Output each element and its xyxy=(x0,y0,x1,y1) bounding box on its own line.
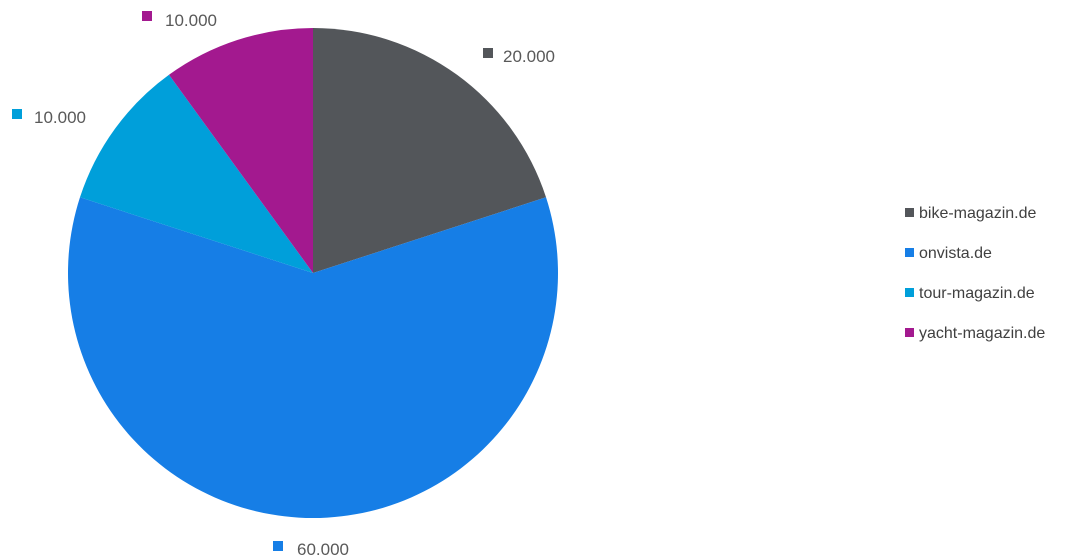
data-label-onvista-de: 60.000 xyxy=(297,540,349,558)
data-label-marker-tour-magazin-de xyxy=(12,109,22,119)
pie-slice-tour-magazin-de xyxy=(79,74,313,273)
legend-marker-bike-magazin-de xyxy=(905,208,914,217)
data-labels: 20.000 60.000 10.000 10.000 xyxy=(12,11,555,558)
data-label-marker-onvista-de xyxy=(273,541,283,551)
pie-slice-onvista-de xyxy=(68,197,558,519)
data-label-tour-magazin-de: 10.000 xyxy=(34,108,86,127)
data-label-bike-magazin-de: 20.000 xyxy=(503,47,555,66)
legend-marker-yacht-magazin-de xyxy=(905,328,914,337)
legend-marker-onvista-de xyxy=(905,248,914,257)
legend-label-bike-magazin-de: bike-magazin.de xyxy=(919,205,1037,222)
legend-label-tour-magazin-de: tour-magazin.de xyxy=(919,285,1035,302)
legend-label-onvista-de: onvista.de xyxy=(919,245,992,262)
legend: bike-magazin.de onvista.de tour-magazin.de… xyxy=(905,205,1045,342)
pie-slices xyxy=(68,28,558,519)
legend-marker-tour-magazin-de xyxy=(905,288,914,297)
data-label-marker-bike-magazin-de xyxy=(483,48,493,58)
legend-label-yacht-magazin-de: yacht-magazin.de xyxy=(919,325,1045,342)
data-label-yacht-magazin-de: 10.000 xyxy=(165,11,217,30)
data-label-marker-yacht-magazin-de xyxy=(142,11,152,21)
pie-slice-yacht-magazin-de xyxy=(168,28,313,273)
pie-slice-bike-magazin-de xyxy=(313,28,547,273)
